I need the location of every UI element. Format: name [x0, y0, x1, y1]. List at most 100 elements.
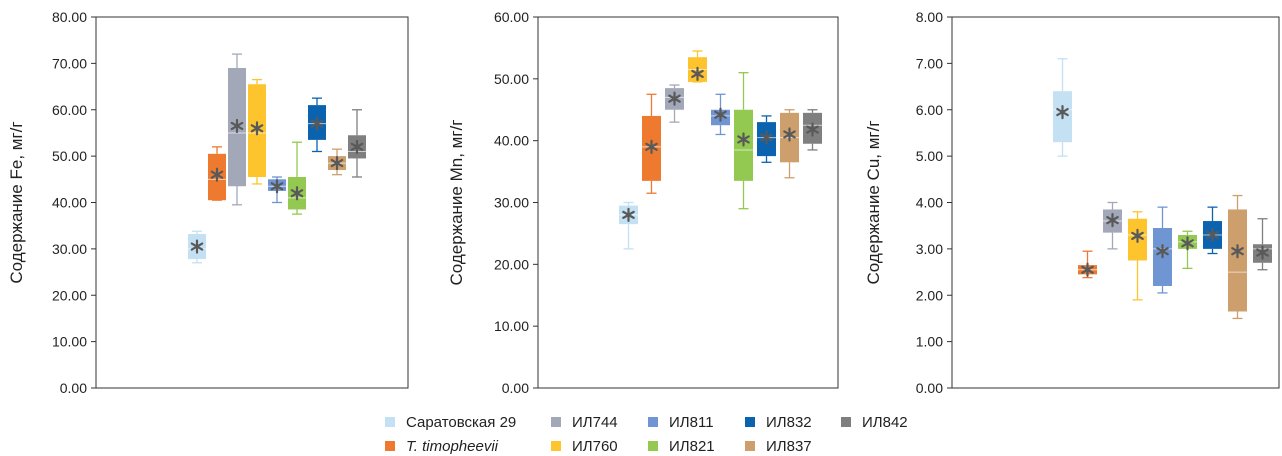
- box-lower: [1053, 109, 1072, 143]
- legend-label: ИЛ821: [669, 437, 715, 455]
- legend-label: ИЛ837: [766, 437, 812, 455]
- y-tick-label: 2.00: [916, 287, 943, 303]
- legend-label: Саратовская 29: [406, 413, 517, 431]
- y-tick-label: 0.00: [916, 380, 943, 396]
- box-t-timopheevii: [1078, 250, 1097, 279]
- y-tick-label: 60.00: [494, 9, 529, 25]
- legend-item-saratovskaya-29: Саратовская 29: [385, 412, 516, 432]
- mean-marker: [714, 107, 727, 122]
- box-upper: [1153, 228, 1172, 249]
- legend-item-il811: ИЛ811: [648, 412, 714, 432]
- box-lower: [1228, 272, 1247, 312]
- legend-swatch: [648, 417, 658, 427]
- box-upper: [248, 84, 266, 133]
- box-ил744: [665, 84, 684, 123]
- box-ил821: [1178, 230, 1197, 270]
- y-axis-title: Содержание Mn, мг/г: [447, 120, 466, 286]
- legend-label: ИЛ760: [572, 437, 618, 455]
- box-саратовская-29: [619, 201, 638, 250]
- mean-marker: [691, 66, 704, 81]
- mean-marker: [250, 121, 264, 136]
- box-upper: [1053, 91, 1072, 110]
- legend-item-t-timopheevii: T. timopheevii: [385, 436, 498, 456]
- box-ил811: [268, 176, 286, 204]
- box-lower: [248, 132, 266, 177]
- box-ил837: [1228, 194, 1247, 320]
- legend-swatch: [385, 417, 395, 427]
- box-lower: [308, 123, 326, 140]
- mean-marker: [1256, 245, 1269, 260]
- box-lower: [288, 197, 306, 210]
- box-ил842: [1253, 218, 1272, 271]
- box-t-timopheevii: [642, 93, 661, 194]
- cu-boxplot-chart: 0.00 1.00 2.00 3.00 4.00 5.00 6.00 7.00 8.00 Соде…: [864, 9, 1280, 396]
- box-upper: [803, 112, 822, 126]
- y-tick-label: 7.00: [916, 55, 943, 71]
- legend-swatch: [648, 441, 658, 451]
- box-upper: [734, 109, 753, 150]
- mean-marker: [760, 130, 773, 145]
- legend-swatch: [551, 441, 561, 451]
- legend-label: ИЛ811: [669, 413, 714, 431]
- legend: Саратовская 29 T. timopheevii ИЛ744 ИЛ76…: [385, 412, 945, 456]
- mean-marker: [310, 116, 324, 131]
- mean-marker: [622, 207, 635, 222]
- box-ил837: [328, 148, 346, 176]
- box-lower: [780, 137, 799, 163]
- box-ил811: [1153, 206, 1172, 294]
- mean-marker: [1231, 244, 1244, 259]
- box-ил832: [757, 115, 776, 163]
- legend-item-il744: ИЛ744: [551, 412, 618, 432]
- fe-boxplot-chart: 0.00 10.00 20.00 30.00 40.00 50.00 60.00 70.00 8…: [7, 9, 409, 396]
- mn-boxplot-chart: 0.00 10.00 20.00 30.00 40.00 50.00 60.00 Содерж…: [447, 9, 839, 396]
- box-ил837: [780, 109, 799, 179]
- legend-item-il832: ИЛ832: [745, 412, 812, 432]
- box-ил744: [228, 53, 246, 206]
- y-tick-label: 20.00: [494, 256, 529, 272]
- y-tick-label: 80.00: [52, 9, 87, 25]
- mean-marker: [737, 132, 750, 147]
- box-ил842: [348, 109, 366, 178]
- box-upper: [688, 57, 707, 70]
- mean-marker: [1106, 213, 1119, 228]
- box-upper: [228, 68, 246, 133]
- box-lower: [348, 151, 366, 159]
- box-upper: [1228, 209, 1247, 273]
- box-upper: [1128, 218, 1147, 235]
- legend-item-il842: ИЛ842: [841, 412, 908, 432]
- legend-swatch: [745, 441, 755, 451]
- box-t-timopheevii: [208, 146, 226, 201]
- y-tick-label: 5.00: [916, 148, 943, 164]
- box-ил744: [1103, 201, 1122, 250]
- box-ил760: [688, 50, 707, 83]
- y-tick-label: 0.00: [502, 380, 529, 396]
- legend-label: ИЛ842: [862, 413, 908, 431]
- box-саратовская-29: [1053, 58, 1072, 157]
- box-ил821: [734, 72, 753, 210]
- legend-item-il837: ИЛ837: [745, 436, 812, 456]
- y-tick-label: 30.00: [494, 195, 529, 211]
- legend-swatch: [551, 417, 561, 427]
- mean-marker: [1181, 236, 1194, 251]
- legend-label: ИЛ744: [572, 413, 618, 431]
- mean-marker: [1081, 262, 1094, 277]
- box-lower: [208, 179, 226, 201]
- box-lower: [734, 149, 753, 181]
- mean-marker: [783, 127, 796, 142]
- y-tick-label: 40.00: [52, 195, 87, 211]
- mean-marker: [668, 91, 681, 106]
- mean-marker: [270, 179, 284, 194]
- box-lower: [1153, 248, 1172, 286]
- y-axis-title: Содержание Cu, мг/г: [864, 120, 883, 284]
- y-tick-label: 20.00: [52, 287, 87, 303]
- plot-area: [95, 16, 409, 389]
- box-upper: [308, 105, 326, 124]
- box-ил842: [803, 109, 822, 151]
- y-tick-label: 6.00: [916, 102, 943, 118]
- box-ил821: [288, 141, 306, 215]
- legend-swatch: [841, 417, 851, 427]
- y-tick-label: 1.00: [916, 334, 943, 350]
- mean-marker: [1056, 104, 1069, 120]
- mean-marker: [645, 139, 658, 154]
